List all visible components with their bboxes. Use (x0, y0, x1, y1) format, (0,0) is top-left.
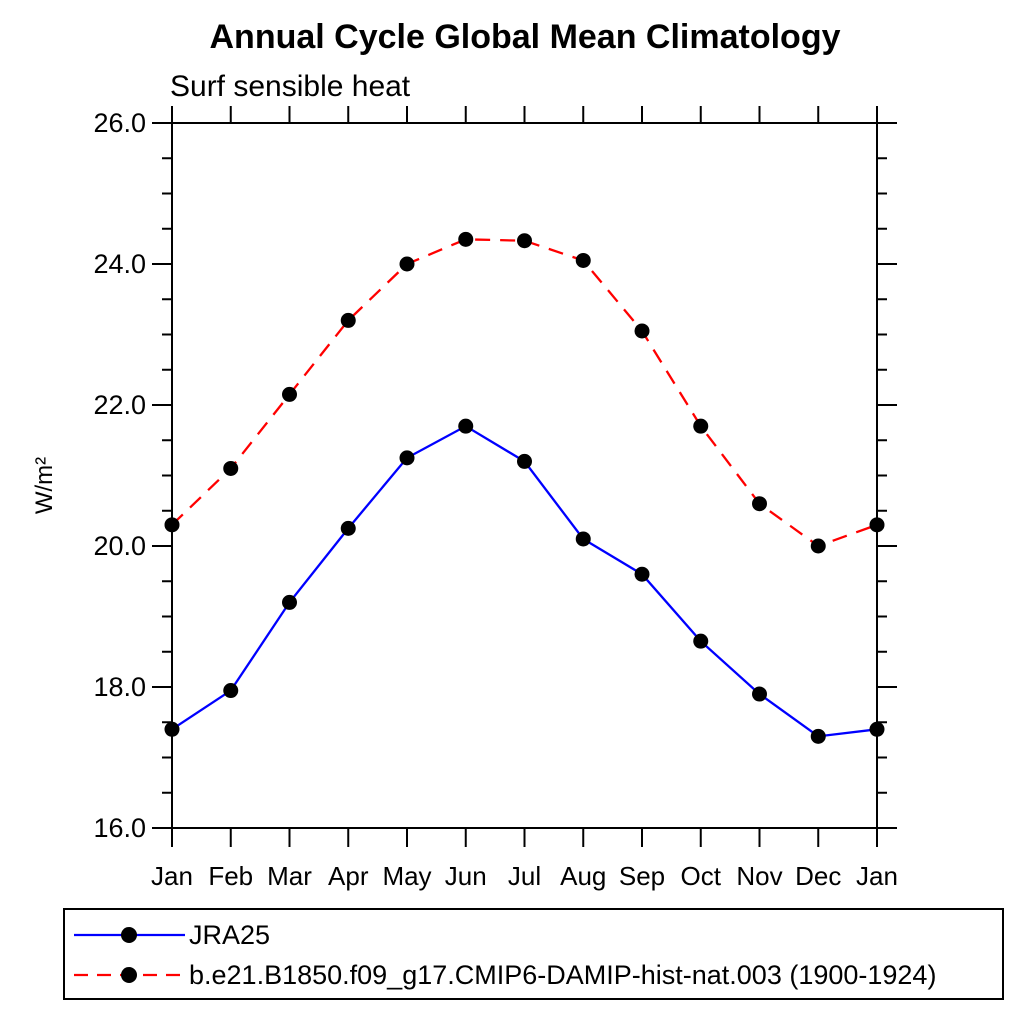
axes: Jan Feb Mar Apr May Jun Jul Aug Sep Oct Nov Dec Jan1… (31, 106, 898, 891)
chart-subtitle: Surf sensible heat (170, 70, 411, 103)
data-point-marker (752, 496, 767, 512)
data-point-marker (399, 450, 415, 466)
legend-line-sample-jra25 (74, 927, 185, 943)
series-0 (164, 418, 885, 744)
data-point-marker (810, 538, 826, 554)
x-tick-label: Apr (328, 861, 369, 891)
y-tick-label: 26.0 (93, 108, 146, 138)
y-tick-label: 24.0 (93, 249, 146, 279)
data-point-marker (869, 517, 885, 533)
data-point-marker (223, 683, 239, 699)
legend-item-jra25: JRA25 (65, 918, 270, 952)
x-tick-label: Aug (560, 861, 606, 891)
x-axis-labels: Jan Feb Mar Apr May Jun Jul Aug Sep Oct Nov Dec Jan (151, 861, 898, 891)
data-point-marker (634, 323, 650, 339)
data-point-marker (693, 633, 709, 649)
data-point-marker (340, 520, 356, 536)
data-point-marker (517, 233, 532, 249)
data-point-marker (282, 386, 297, 402)
legend-marker-dot (121, 927, 137, 943)
y-axis-title: W/m² (31, 457, 58, 514)
x-tick-label: Nov (736, 861, 782, 891)
y-tick-label: 22.0 (93, 390, 146, 420)
x-tick-label: Jul (508, 861, 541, 891)
legend-item-model-run: b.e21.B1850.f09_g17.CMIP6-DAMIP-hist-nat… (65, 958, 936, 992)
y-tick-label: 16.0 (93, 813, 146, 843)
x-tick-label: Jan (856, 861, 898, 891)
data-point-marker (810, 728, 826, 744)
data-point-marker (282, 594, 297, 610)
data-point-marker (517, 453, 532, 469)
data-point-marker (575, 531, 591, 547)
x-tick-label: Feb (208, 861, 253, 891)
x-tick-label: Jun (445, 861, 487, 891)
y-tick-label: 18.0 (93, 672, 146, 702)
series-1 (164, 231, 885, 554)
data-point-marker (634, 566, 650, 582)
data-point-marker (693, 418, 709, 434)
x-tick-label: Mar (267, 861, 312, 891)
data-point-marker (340, 312, 356, 328)
legend-label-jra25: JRA25 (189, 919, 271, 950)
x-axis-ticks (171, 106, 878, 847)
data-point-marker (575, 252, 591, 268)
legend-box: JRA25 b.e21.B1850.f09_g17.CMIP6-DAMIP-hi… (63, 908, 1004, 1000)
data-point-marker (752, 686, 767, 702)
y-axis-ticks (152, 122, 897, 829)
x-tick-label: Oct (681, 861, 722, 891)
chart-title: Annual Cycle Global Mean Climatology (209, 18, 841, 56)
x-tick-label: Jan (151, 861, 193, 891)
legend-marker-dot (121, 967, 137, 983)
data-point-marker (164, 517, 180, 533)
data-point-marker (164, 721, 180, 737)
y-tick-label: 20.0 (93, 531, 146, 561)
x-tick-label: Dec (795, 861, 841, 891)
y-axis-labels: 16.0 18.0 20.0 22.0 24.0 26.0 (93, 108, 146, 843)
data-point-marker (223, 460, 239, 476)
legend-label-model-run: b.e21.B1850.f09_g17.CMIP6-DAMIP-hist-nat… (189, 959, 937, 990)
data-point-marker (869, 721, 885, 737)
data-point-marker (458, 231, 474, 247)
x-tick-label: Sep (619, 861, 665, 891)
legend-line-sample-model-run (74, 967, 185, 983)
plot-area: Jan Feb Mar Apr May Jun Jul Aug Sep Oct Nov Dec Jan1… (31, 106, 898, 891)
x-tick-label: May (382, 861, 431, 891)
data-point-marker (399, 256, 415, 272)
data-point-marker (458, 418, 474, 434)
